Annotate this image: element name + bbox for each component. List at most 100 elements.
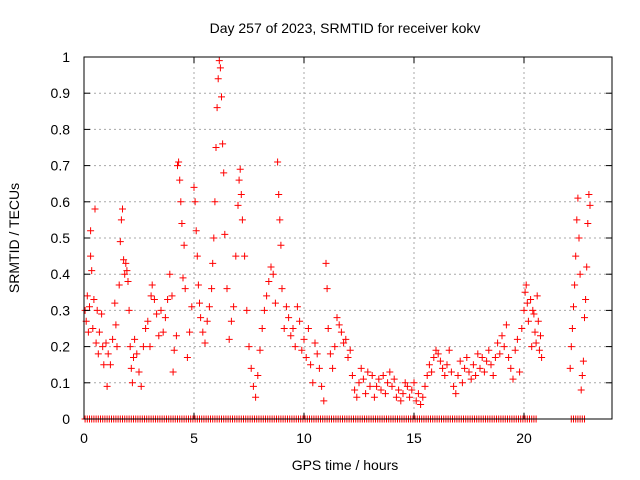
data-point — [566, 364, 574, 372]
data-point — [208, 285, 216, 293]
data-point — [386, 368, 394, 376]
data-point — [368, 372, 376, 380]
data-point — [216, 64, 224, 72]
data-point — [113, 343, 121, 351]
data-point — [236, 165, 244, 173]
data-point — [397, 397, 405, 405]
data-point — [373, 382, 381, 390]
data-point — [443, 361, 451, 369]
data-point — [315, 364, 323, 372]
data-point — [218, 93, 225, 101]
data-point — [403, 382, 411, 390]
data-point — [527, 296, 535, 304]
data-point — [256, 346, 264, 354]
data-point — [169, 368, 177, 376]
data-point — [131, 335, 139, 343]
data-point — [570, 303, 577, 311]
data-point — [137, 382, 145, 390]
data-point — [384, 379, 392, 387]
data-point — [133, 350, 141, 358]
data-point — [329, 364, 337, 372]
data-point — [122, 259, 130, 267]
data-point — [410, 379, 418, 387]
data-point — [274, 158, 282, 166]
data-point — [219, 140, 227, 148]
data-point — [100, 361, 108, 369]
data-point — [318, 382, 326, 390]
data-point — [277, 241, 285, 249]
data-point — [275, 191, 283, 199]
data-point — [106, 361, 114, 369]
data-point — [150, 296, 158, 304]
y-tick-label: 0.2 — [51, 339, 71, 355]
data-point — [406, 393, 414, 401]
data-point — [164, 296, 172, 304]
data-point — [480, 368, 488, 376]
data-point — [95, 328, 103, 336]
data-point — [357, 364, 365, 372]
data-point — [87, 252, 95, 260]
data-point — [196, 299, 203, 307]
data-point — [531, 328, 539, 336]
data-point — [183, 353, 191, 361]
data-point — [161, 314, 169, 322]
y-tick-labels: 0 0.1 0.2 0.3 0.4 0.5 0.6 0.7 0.8 0.9 1 — [51, 49, 71, 427]
data-point — [92, 339, 100, 347]
x-tick-label: 5 — [190, 430, 198, 446]
data-point — [181, 285, 189, 293]
data-point — [401, 379, 409, 387]
data-point — [571, 281, 579, 289]
data-point — [502, 321, 510, 329]
data-point — [128, 379, 136, 387]
data-point — [188, 303, 196, 311]
data-point — [289, 325, 297, 332]
data-point — [533, 292, 541, 300]
data-point — [513, 335, 521, 343]
data-point — [450, 382, 458, 390]
data-point — [346, 346, 354, 354]
data-point — [124, 277, 132, 285]
y-tick-label: 0.5 — [51, 230, 71, 246]
data-point — [578, 372, 586, 380]
data-point — [335, 321, 343, 329]
data-point — [175, 158, 183, 166]
data-point — [428, 368, 436, 376]
data-point — [123, 267, 131, 275]
data-point — [127, 364, 135, 372]
data-point — [260, 306, 268, 314]
data-point — [535, 346, 543, 354]
data-point — [370, 393, 378, 401]
x-axis-label: GPS time / hours — [292, 457, 399, 473]
data-point — [265, 277, 273, 285]
data-point — [267, 263, 275, 271]
data-point — [243, 306, 251, 314]
data-point — [507, 364, 515, 372]
data-point — [320, 397, 328, 405]
x-tick-label: 0 — [80, 430, 88, 446]
data-point — [86, 303, 93, 311]
data-point — [355, 379, 363, 387]
data-point — [88, 267, 96, 275]
data-point — [364, 368, 372, 376]
data-point — [192, 227, 200, 235]
data-point — [467, 375, 475, 383]
data-point — [178, 220, 186, 228]
data-point — [522, 281, 530, 289]
data-point — [511, 346, 519, 354]
data-point — [454, 372, 462, 380]
data-point — [155, 332, 163, 340]
data-point — [509, 375, 517, 383]
data-point — [342, 335, 350, 343]
data-point — [417, 401, 425, 409]
data-point — [296, 317, 304, 325]
data-point — [211, 198, 219, 206]
data-point — [430, 353, 438, 361]
data-point — [395, 386, 403, 394]
data-point — [168, 292, 176, 300]
data-point — [529, 306, 537, 314]
data-point — [285, 314, 293, 322]
data-point — [197, 314, 205, 322]
data-point — [194, 281, 202, 289]
data-point — [528, 343, 536, 351]
data-point — [213, 104, 221, 112]
